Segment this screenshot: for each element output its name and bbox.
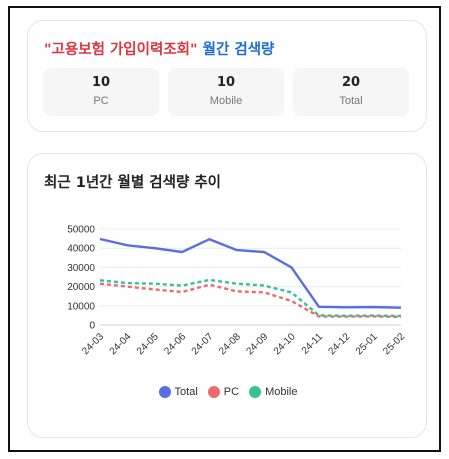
- x-tick-label: 24-10: [272, 331, 298, 357]
- trend-title: 최근 1년간 월별 검색량 추이: [44, 175, 222, 191]
- summary-title-suffix: 월간 검색량: [202, 42, 275, 58]
- x-tick-label: 24-09: [244, 331, 270, 357]
- y-tick-label: 20000: [67, 282, 95, 293]
- stat-mobile-label: Mobile: [209, 95, 243, 107]
- legend-label: Mobile: [265, 386, 298, 398]
- stat-mobile-value: 10: [216, 75, 236, 90]
- legend-label: PC: [223, 386, 240, 398]
- x-tick-label: 24-07: [190, 331, 216, 357]
- x-tick-label: 24-06: [162, 331, 188, 357]
- legend-item-mobile[interactable]: Mobile: [249, 386, 297, 398]
- legend-item-total[interactable]: Total: [158, 386, 198, 398]
- x-tick-label: 24-12: [327, 331, 353, 357]
- stat-pc-value: 10: [91, 75, 111, 90]
- x-tick-label: 24-04: [108, 331, 134, 357]
- monthly-search-summary-card: "고용보험 가입이력조회" 월간 검색량 10 PC 10 Mobile 20 …: [27, 20, 427, 132]
- legend-dot-icon: [207, 386, 220, 398]
- keyword-text: "고용보험 가입이력조회": [44, 42, 198, 58]
- search-trend-card: 최근 1년간 월별 검색량 추이 0 10000 20000 30000 40000 50…: [27, 153, 427, 438]
- legend-dot-icon: [249, 386, 262, 398]
- y-tick-label: 0: [89, 321, 95, 332]
- stat-total-label: Total: [339, 95, 363, 107]
- y-tick-label: 10000: [67, 301, 95, 312]
- widget-frame: "고용보험 가입이력조회" 월간 검색량 10 PC 10 Mobile 20 …: [8, 6, 441, 452]
- stat-mobile: 10 Mobile: [168, 68, 284, 116]
- stat-pc-label: PC: [93, 95, 109, 107]
- legend-label: Total: [174, 386, 198, 398]
- series-line-total: [99, 237, 402, 309]
- x-tick-label: 24-11: [300, 331, 326, 357]
- y-tick-label: 30000: [67, 263, 95, 274]
- x-tick-label: 25-01: [354, 331, 380, 357]
- x-tick-label: 24-03: [80, 331, 106, 357]
- x-tick-label: 24-08: [217, 331, 243, 357]
- series-line-mobile: [99, 278, 402, 318]
- legend-dot-icon: [158, 386, 171, 398]
- chart-legend: Total PC Mobile: [28, 386, 428, 398]
- summary-title: "고용보험 가입이력조회" 월간 검색량: [44, 38, 274, 59]
- y-tick-label: 40000: [67, 244, 95, 255]
- stat-total-value: 20: [341, 75, 361, 90]
- x-tick-label: 25-02: [381, 331, 407, 357]
- stat-pc: 10 PC: [43, 68, 159, 116]
- series-line-pc: [99, 282, 402, 319]
- stat-total: 20 Total: [293, 68, 409, 116]
- y-tick-label: 50000: [67, 225, 95, 236]
- x-tick-label: 24-05: [135, 331, 161, 357]
- legend-item-pc[interactable]: PC: [207, 386, 240, 398]
